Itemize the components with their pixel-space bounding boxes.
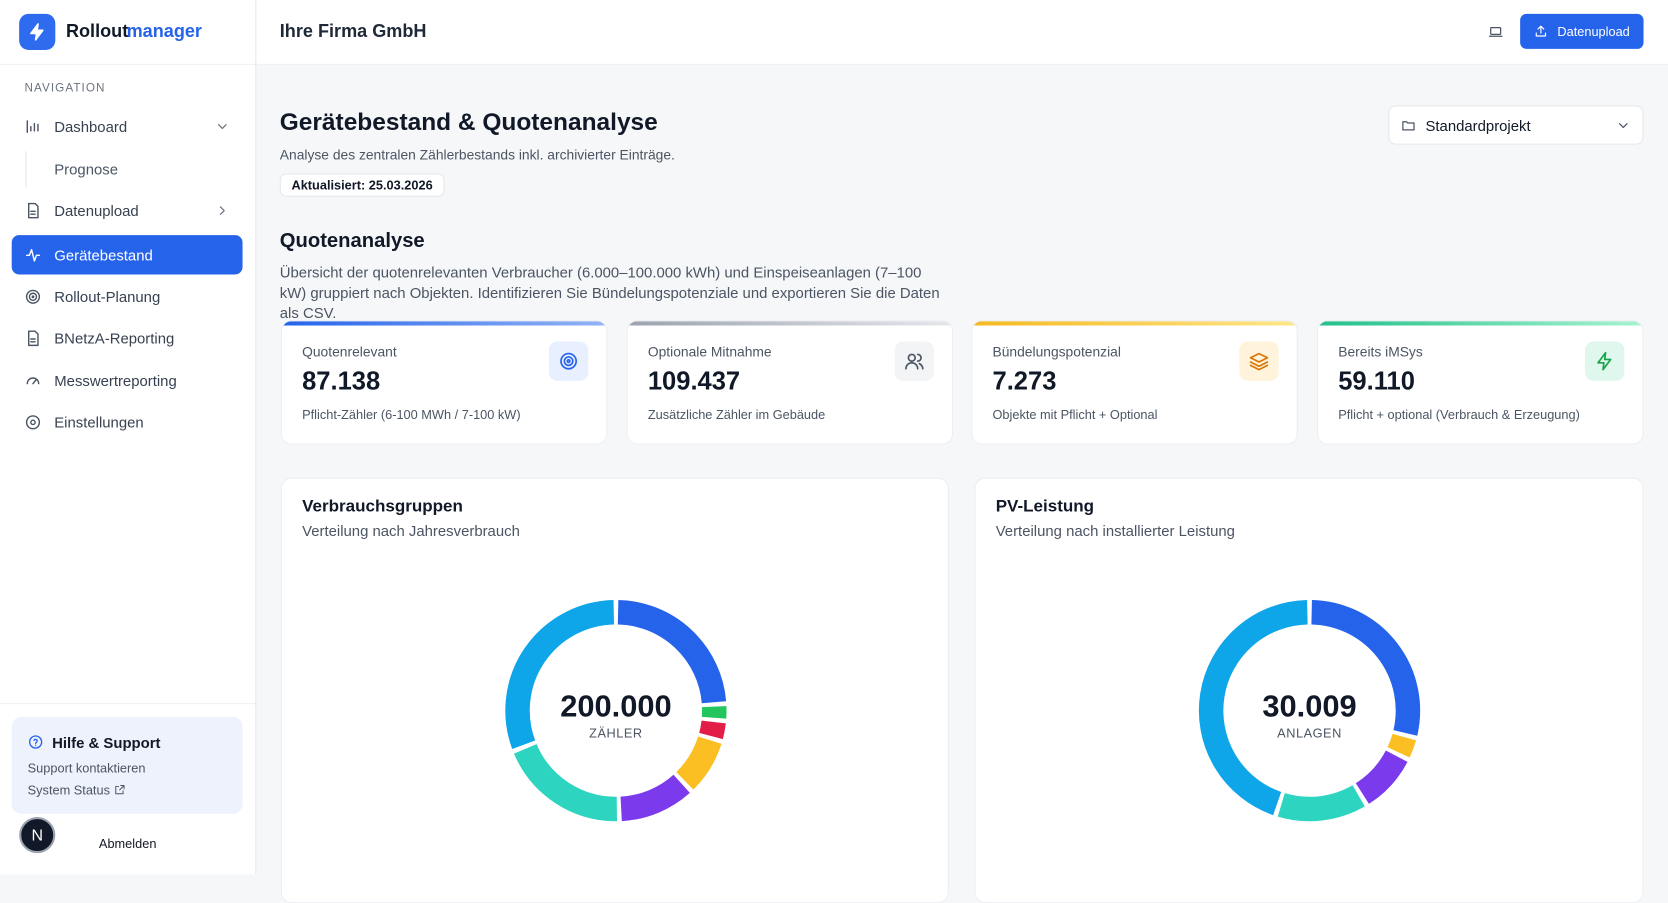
kpi-value: 109.437: [648, 367, 740, 397]
kpi-label: Quotenrelevant: [302, 344, 397, 360]
nav-icon: [24, 247, 41, 264]
kpi-caption: Objekte mit Pflicht + Optional: [993, 407, 1158, 422]
external-icon: [114, 784, 126, 796]
help-icon: [28, 734, 44, 750]
avatar-letter: N: [21, 827, 53, 845]
kpi-icon-box: [549, 341, 588, 380]
donut-segment: [685, 740, 710, 781]
upload-icon: [1534, 24, 1548, 38]
chevron-right: [215, 203, 230, 218]
page-title: Gerätebestand & Quotenanalyse: [280, 107, 658, 136]
brand-b: manager: [127, 21, 202, 42]
avatar: N: [19, 817, 55, 853]
updated-badge: Aktualisiert: 25.03.2026: [280, 173, 445, 196]
project-select[interactable]: Standardprojekt: [1388, 105, 1643, 144]
donut-segment: [1399, 737, 1405, 752]
upload-button[interactable]: Datenupload: [1520, 14, 1643, 49]
kpi-icon: [904, 351, 924, 371]
kpi-label: Optionale Mitnahme: [648, 344, 772, 360]
chevron-down: [1616, 118, 1631, 133]
nav-icon: [24, 202, 41, 219]
kpi-accent: [628, 321, 952, 325]
kpi-icon-box: [895, 341, 934, 380]
kpi-icon: [558, 351, 578, 371]
nav-icon: [24, 330, 41, 347]
divider: [0, 703, 255, 704]
kpi-label: Bündelungspotenzial: [993, 344, 1121, 360]
kpi-value: 7.273: [993, 367, 1057, 397]
donut-segment: [711, 722, 714, 736]
kpi-card: Optionale Mitnahme 109.437 Zusätzliche Zäh…: [627, 320, 954, 444]
nav-item[interactable]: Dashboard: [54, 118, 127, 135]
donut-segment: [1281, 796, 1358, 809]
nav-item[interactable]: BNetzA-Reporting: [54, 330, 174, 347]
divider: [0, 64, 255, 65]
section-description: Übersicht der quotenrelevanten Verbrauch…: [280, 263, 950, 324]
nav-icon: [24, 414, 41, 431]
nav-item[interactable]: Einstellungen: [54, 414, 143, 431]
donut-center-label: ANLAGEN: [1277, 725, 1342, 740]
kpi-accent: [1318, 321, 1642, 325]
donut-center-label: ZÄHLER: [589, 725, 643, 740]
kpi-accent: [972, 321, 1296, 325]
help-title: Hilfe & Support: [52, 734, 160, 751]
help-link[interactable]: Support kontaktieren: [28, 761, 146, 776]
nav-icon: [24, 118, 41, 135]
project-label: Standardprojekt: [1425, 117, 1530, 134]
donut-segment: [621, 784, 682, 809]
kpi-card: Quotenrelevant 87.138 Pflicht-Zähler (6-10…: [281, 320, 608, 444]
kpi-accent: [282, 321, 606, 325]
logo-icon: [28, 22, 47, 41]
nav-sub-line: [26, 151, 27, 187]
donut-center-value: 200.000: [560, 689, 671, 724]
nav-item[interactable]: Rollout-Planung: [54, 288, 160, 305]
logo: [19, 14, 55, 50]
kpi-card: Bündelungspotenzial 7.273 Objekte mit Pfli…: [971, 320, 1298, 444]
help-link[interactable]: System Status: [28, 783, 110, 798]
nav-item[interactable]: Datenupload: [54, 202, 138, 219]
donut-segment: [1362, 756, 1396, 793]
device-icon: [1488, 24, 1503, 39]
page-subtitle: Analyse des zentralen Zählerbestands ink…: [280, 147, 675, 163]
kpi-icon: [1249, 351, 1269, 371]
kpi-caption: Pflicht-Zähler (6-100 MWh / 7-100 kW): [302, 407, 520, 422]
nav-heading: NAVIGATION: [24, 82, 105, 95]
donut-segment: [525, 749, 617, 809]
kpi-label: Bereits iMSys: [1338, 344, 1423, 360]
folder-icon: [1401, 118, 1416, 133]
logout[interactable]: Abmelden: [99, 836, 156, 851]
kpi-icon: [1595, 351, 1615, 371]
kpi-icon-box: [1239, 341, 1278, 380]
header: Ihre Firma GmbH Datenupload: [256, 0, 1668, 65]
nav-icon: [24, 288, 41, 305]
kpi-value: 59.110: [1338, 367, 1415, 397]
updated-text: Aktualisiert: 25.03.2026: [291, 178, 432, 193]
help-box: Hilfe & Support Support kontaktieren Syste…: [12, 717, 243, 814]
kpi-icon-box: [1585, 341, 1624, 380]
kpi-card: Bereits iMSys 59.110 Pflicht + optional (V…: [1317, 320, 1644, 444]
kpi-value: 87.138: [302, 367, 380, 397]
nav-icon: [24, 372, 41, 389]
nav-item[interactable]: Messwertreporting: [54, 372, 177, 389]
nav-item[interactable]: Gerätebestand: [54, 247, 153, 264]
kpi-caption: Pflicht + optional (Verbrauch & Erzeugun…: [1338, 407, 1580, 422]
chevron-down: [215, 119, 230, 134]
section-title: Quotenanalyse: [280, 230, 425, 253]
brand-a: Rollout: [66, 21, 128, 42]
upload-label: Datenupload: [1557, 24, 1629, 39]
company: Ihre Firma GmbH: [280, 21, 427, 42]
nav-item[interactable]: Prognose: [54, 161, 118, 178]
kpi-caption: Zusätzliche Zähler im Gebäude: [648, 407, 825, 422]
donut-center-value: 30.009: [1262, 689, 1356, 724]
